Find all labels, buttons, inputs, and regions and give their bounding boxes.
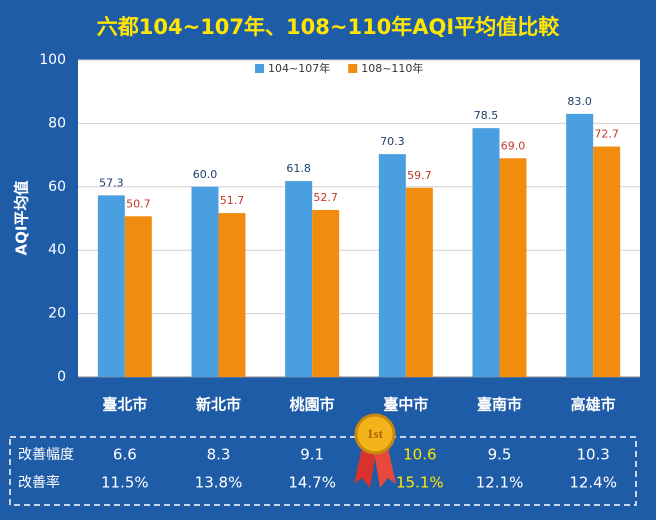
- bar: [285, 181, 313, 377]
- bar: [566, 113, 594, 377]
- y-tick-label: 60: [48, 179, 66, 195]
- table-cell: 11.5%: [101, 474, 149, 492]
- bar: [312, 209, 340, 377]
- value-label: 52.7: [313, 191, 338, 204]
- x-tick-label: 臺中市: [383, 396, 428, 414]
- y-tick-label: 100: [39, 52, 66, 68]
- table-cell: 6.6: [113, 446, 137, 464]
- x-tick-label: 臺北市: [102, 396, 147, 414]
- x-tick-label: 臺南市: [477, 396, 522, 414]
- table-border: [9, 436, 637, 506]
- x-tick-label: 新北市: [196, 396, 241, 414]
- table-cell: 10.3: [576, 446, 609, 464]
- table-cell: 12.1%: [476, 474, 524, 492]
- value-label: 78.5: [474, 109, 499, 122]
- ribbon: [374, 448, 396, 488]
- value-label: 83.0: [567, 95, 592, 108]
- value-label: 57.3: [99, 176, 124, 189]
- value-label: 61.8: [286, 162, 311, 175]
- medal-disc: [354, 413, 396, 455]
- chart-title: 六都104~107年、108~110年AQI平均值比較: [97, 15, 560, 39]
- table-cell: 14.7%: [288, 474, 336, 492]
- table-cell: 8.3: [207, 446, 231, 464]
- bar: [593, 146, 621, 377]
- row-label: 改善率: [18, 474, 60, 491]
- table-cell: 15.1%: [396, 474, 444, 492]
- y-tick-label: 40: [48, 242, 66, 258]
- bar: [97, 195, 125, 377]
- bar: [499, 158, 527, 377]
- x-tick-label: 桃園市: [290, 396, 335, 414]
- medal: 1st: [354, 413, 396, 488]
- legend-label: 104~107年: [268, 61, 330, 75]
- bar: [191, 186, 219, 377]
- value-label: 59.7: [407, 169, 432, 182]
- value-label: 69.0: [501, 139, 526, 152]
- bar: [378, 154, 406, 377]
- y-tick-label: 0: [57, 369, 66, 385]
- value-label: 60.0: [193, 168, 218, 181]
- value-label: 51.7: [220, 194, 245, 207]
- row-label: 改善幅度: [18, 447, 74, 463]
- x-tick-label: 高雄市: [571, 396, 616, 414]
- ribbon: [354, 448, 376, 488]
- y-axis-label: AQI平均值: [13, 181, 31, 256]
- bar: [472, 128, 500, 377]
- table-cell: 9.1: [300, 446, 324, 464]
- table-cell: 12.4%: [569, 474, 617, 492]
- legend-swatch: [348, 64, 358, 73]
- bar: [405, 187, 433, 377]
- value-label: 72.7: [594, 128, 619, 141]
- legend-swatch: [255, 64, 264, 73]
- table-cell: 9.5: [488, 446, 512, 464]
- medal-text: 1st: [367, 426, 384, 441]
- bar: [124, 216, 152, 377]
- y-tick-label: 80: [48, 115, 66, 131]
- table-cell: 13.8%: [195, 474, 243, 492]
- value-label: 70.3: [380, 135, 405, 148]
- legend-label: 108~110年: [361, 61, 423, 75]
- bar: [218, 213, 246, 377]
- y-tick-label: 20: [48, 306, 66, 322]
- value-label: 50.7: [126, 197, 151, 210]
- table-cell: 10.6: [403, 446, 436, 464]
- plot-area: [78, 60, 640, 377]
